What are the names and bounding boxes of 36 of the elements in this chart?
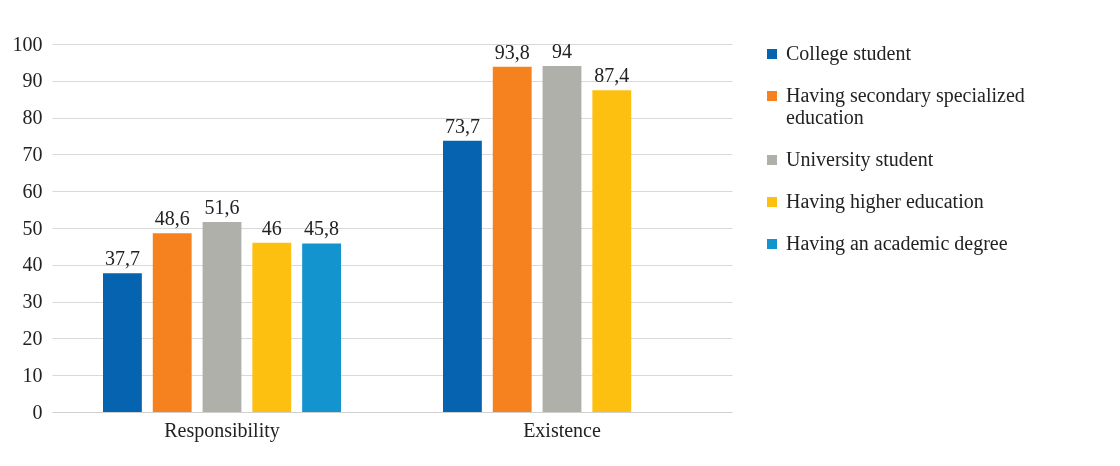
bar: [252, 242, 292, 412]
bar: [302, 243, 341, 412]
y-tick-label: 50: [22, 216, 43, 239]
bar: [202, 222, 242, 412]
data-label: 94: [552, 40, 572, 63]
data-label: 73,7: [444, 114, 480, 137]
data-label: 93,8: [494, 40, 530, 63]
data-label: 87,4: [594, 64, 630, 87]
y-tick-label: 30: [22, 290, 43, 313]
y-tick-label: 100: [12, 32, 43, 55]
bar: [443, 140, 482, 412]
y-tick-label: 70: [22, 142, 43, 165]
x-tick-label: Existence: [523, 418, 601, 441]
x-tick-label: Responsibility: [164, 418, 280, 442]
bar: [542, 66, 582, 412]
bar: [492, 66, 532, 412]
legend-label: University student: [786, 148, 934, 171]
bar: [103, 273, 142, 412]
y-tick-label: 10: [22, 363, 43, 386]
y-tick-label: 80: [22, 106, 43, 129]
y-tick-label: 90: [22, 69, 43, 92]
data-label: 46: [261, 216, 282, 239]
data-label: 51,6: [204, 196, 240, 219]
legend-label: College student: [786, 42, 912, 65]
data-label: 37,7: [104, 247, 140, 270]
bar: [152, 233, 192, 412]
y-tick-label: 0: [32, 400, 43, 423]
y-tick-label: 20: [22, 326, 43, 349]
y-tick-label: 40: [22, 253, 43, 276]
data-label: 45,8: [304, 217, 340, 240]
bar: [592, 90, 632, 412]
data-label: 48,6: [154, 207, 190, 230]
legend-label: Having higher education: [786, 190, 984, 213]
y-tick-label: 60: [22, 179, 43, 202]
legend-label: Having an academic degree: [786, 232, 1008, 255]
legend-label: Having secondary specialized education: [786, 84, 1025, 128]
